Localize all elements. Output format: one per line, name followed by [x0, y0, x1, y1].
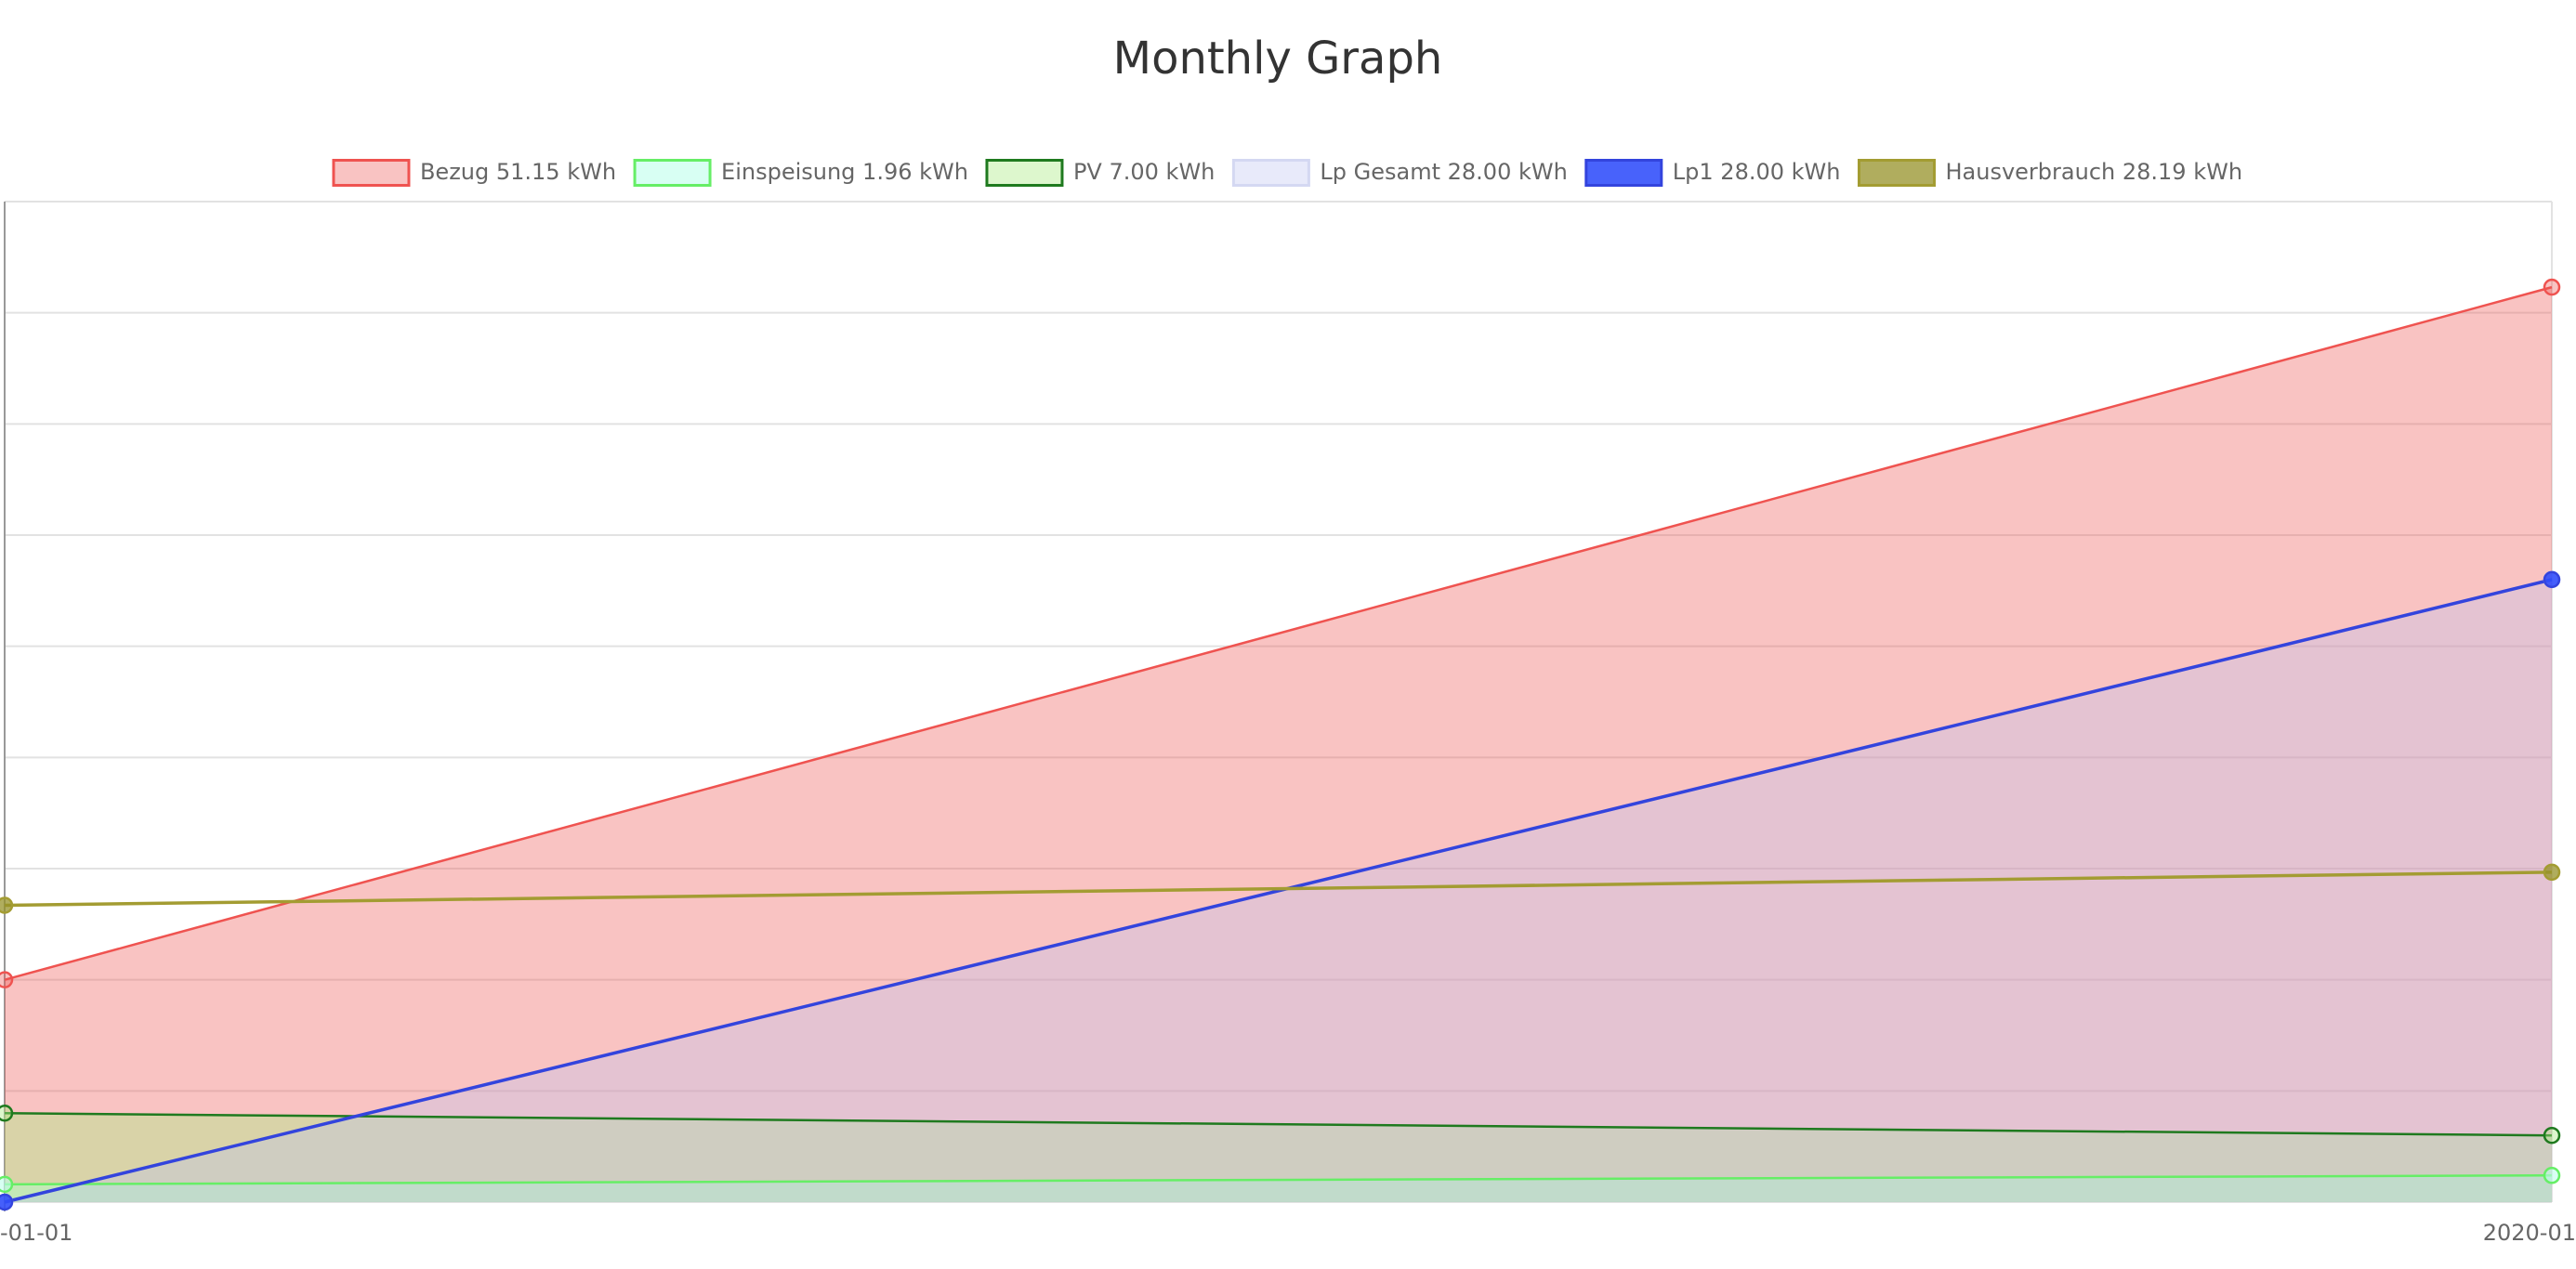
legend-label: Hausverbrauch 28.19 kWh [1945, 159, 2242, 185]
data-point [0, 1193, 14, 1211]
series-line [4, 578, 2553, 1204]
series-line [4, 285, 2553, 981]
data-point [0, 1175, 14, 1194]
legend: Bezug 51.15 kWh Einspeisung 1.96 kWh PV 7.… [332, 159, 2242, 187]
legend-swatch [985, 159, 1064, 187]
series-line [4, 1174, 2553, 1186]
data-point [2543, 1167, 2561, 1184]
data-point [2543, 278, 2561, 296]
data-point [2543, 1126, 2561, 1145]
legend-label: Lp Gesamt 28.00 kWh [1320, 159, 1567, 185]
series-area [5, 1113, 2552, 1202]
chart-title: Monthly Graph [1113, 33, 1443, 85]
data-point [0, 971, 14, 988]
legend-label: PV 7.00 kWh [1073, 159, 1215, 185]
legend-swatch [1857, 159, 1936, 187]
series-line [4, 1112, 2553, 1137]
x-tick-label: -01-01 [0, 1220, 72, 1246]
x-tick-label: 2020-01 [2483, 1220, 2576, 1246]
series-line [4, 870, 2553, 908]
legend-swatch [1584, 159, 1663, 187]
series-area [5, 287, 2552, 1203]
legend-label: Bezug 51.15 kWh [420, 159, 616, 185]
legend-swatch [633, 159, 712, 187]
legend-swatch [332, 159, 411, 187]
legend-swatch [1231, 159, 1310, 187]
legend-label: Lp1 28.00 kWh [1673, 159, 1841, 185]
legend-label: Einspeisung 1.96 kWh [721, 159, 968, 185]
series-area [5, 1175, 2552, 1202]
data-point [2543, 570, 2561, 589]
data-point [0, 1105, 14, 1122]
data-point [2543, 863, 2561, 882]
data-point [0, 896, 14, 914]
